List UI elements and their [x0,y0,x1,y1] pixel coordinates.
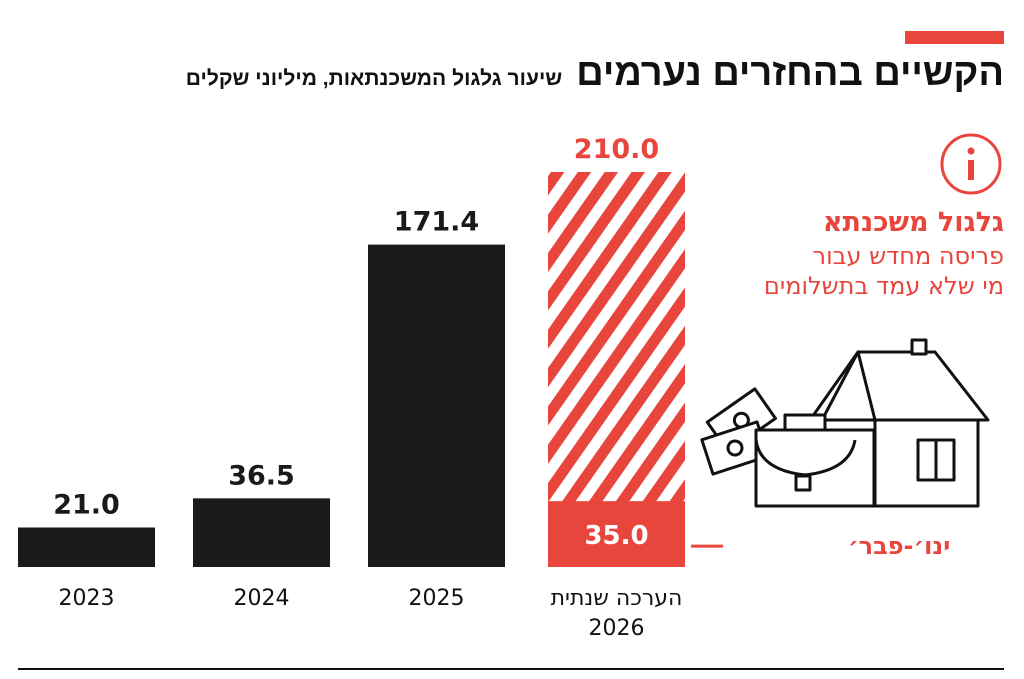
category-label: 2024 [234,586,290,611]
category-label: 2025 [409,586,465,611]
category-label: 2023 [59,586,115,611]
page-title: הקשיים בהחזרים נערמים שיעור גלגול המשכנתא… [186,52,1004,95]
bar-2024 [193,498,330,567]
info-icon [940,133,1002,195]
value-label: 36.5 [228,460,295,491]
info-line-1: פריסה מחדש עבור [812,242,1004,270]
info-line-2: מי שלא עמד בתשלומים [763,272,1004,300]
value-label: 210.0 [574,134,659,165]
category-label: הערכה שנתית [551,586,683,611]
value-label: 171.4 [394,207,479,238]
bar-partial-segment [548,501,685,567]
partial-value-label: 35.0 [584,521,648,551]
partial-annotation: ינו׳-פבר׳ [848,532,950,560]
top-accent-bar [905,31,1004,44]
chart-subtitle: שיעור גלגול המשכנתאות, מיליוני שקלים [185,67,563,90]
bar-2023 [18,527,155,567]
value-label: 21.0 [53,490,120,521]
chart-title: הקשיים בהחזרים נערמים [576,52,1004,94]
info-heading: גלגול משכנתא [822,207,1004,238]
house-briefcase-money-icon [700,338,990,508]
info-box: גלגול משכנתא פריסה מחדש עבור מי שלא עמד … [764,205,1004,301]
category-label: 2026 [589,616,645,641]
bar-2025 [368,244,505,567]
